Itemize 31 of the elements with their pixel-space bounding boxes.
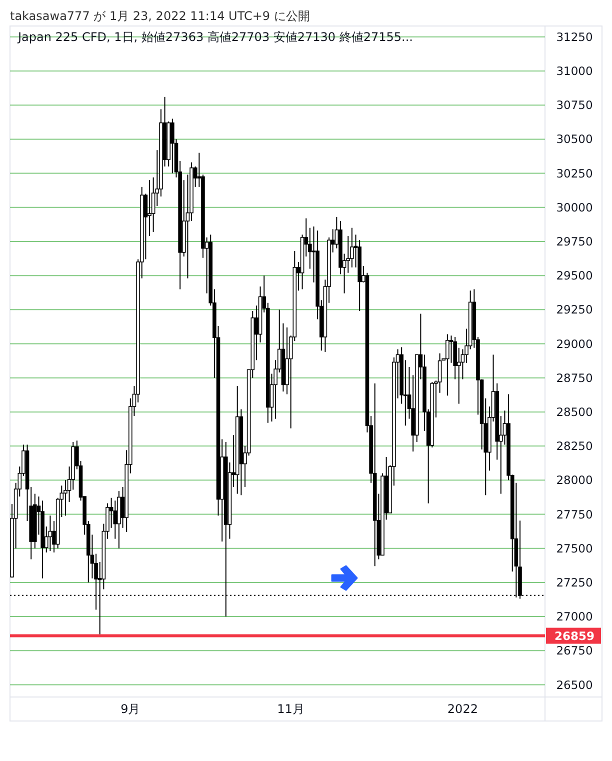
y-tick-label: 28000 [556,473,593,488]
y-tick-label: 26500 [556,678,593,692]
ref-line-label: 26859 [554,628,595,643]
y-tick-label: 31000 [556,64,593,78]
y-tick-label: 28250 [556,439,593,454]
x-tick-label: 11月 [277,702,304,716]
candlestick [170,118,174,174]
text: takasawa777 が 1月 23, 2022 11:14 UTC+9 に公開 [10,9,310,23]
y-tick-label: 29000 [556,336,593,351]
x-tick-label: 9月 [120,702,140,716]
y-tick-label: 29250 [556,302,593,317]
chart-title: Japan 225 CFD, 1日, 始値27363 高値27703 安値27130 終値27155... [17,30,413,44]
candlestick [48,515,52,552]
y-tick-label: 31250 [556,30,593,44]
candlestick [113,500,118,540]
y-tick-label: 30000 [556,200,593,214]
candlestick [446,334,450,396]
y-tick-label: 28500 [556,404,593,419]
y-tick-label: 26750 [556,644,593,658]
y-tick-label: 29750 [556,234,593,249]
y-tick-label: 27500 [556,541,593,556]
y-tick-label: 28750 [556,370,593,385]
y-tick-label: 29500 [556,268,593,283]
y-tick-label: 27750 [556,507,593,522]
y-tick-label: 30750 [556,98,593,112]
y-tick-label: 27000 [556,610,593,624]
y-tick-label: 27250 [556,575,593,590]
y-tick-label: 30500 [556,132,593,146]
x-tick-label: 2022 [447,702,478,716]
candlestick [148,180,152,237]
y-tick-label: 30250 [556,166,593,180]
